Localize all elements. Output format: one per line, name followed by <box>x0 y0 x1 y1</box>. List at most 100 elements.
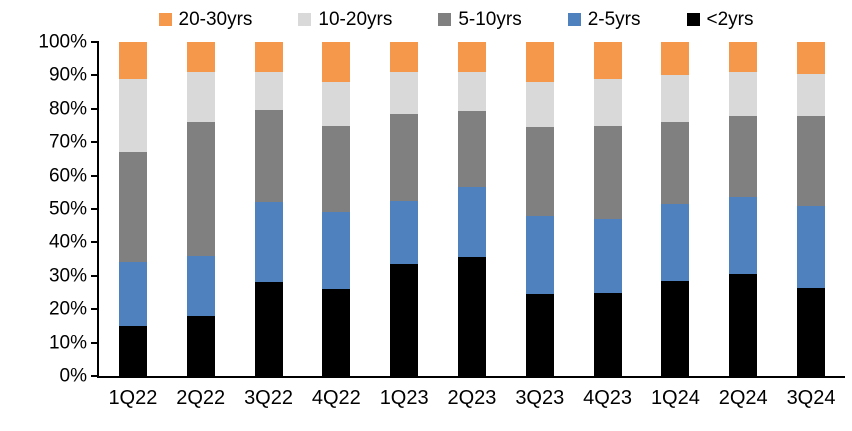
y-tick-30 <box>91 274 99 277</box>
bar-4q22 <box>322 42 351 376</box>
bar-segment-2-5yrs-2q24 <box>729 197 758 275</box>
y-tick-label-30: 30% <box>48 265 87 287</box>
bar-column-1q24 <box>642 42 710 376</box>
bar-2q24 <box>729 42 758 376</box>
y-tick-100 <box>91 41 99 43</box>
bar-segment-2yrs-2q22 <box>186 315 215 376</box>
legend-swatch-10-20yrs <box>298 12 312 26</box>
y-tick-label-80: 80% <box>48 98 87 120</box>
legend-swatch-2-5yrs <box>567 12 581 26</box>
bar-segment-2yrs-2q23 <box>457 257 486 376</box>
bar-segment-2-5yrs-1q24 <box>661 204 690 281</box>
bar-segment-20-30yrs-2q23 <box>457 42 486 73</box>
y-tick-label-40: 40% <box>48 231 87 253</box>
y-tick-label-0: 0% <box>59 365 87 387</box>
x-label-1q22: 1Q22 <box>108 387 158 409</box>
bar-3q22 <box>254 42 283 376</box>
y-tick-20 <box>91 308 99 311</box>
bar-segment-2yrs-3q23 <box>525 294 554 376</box>
y-tick-70 <box>91 141 99 144</box>
bar-column-2q24 <box>709 42 777 376</box>
x-label-3q23: 3Q23 <box>515 387 565 409</box>
y-tick-50 <box>91 208 99 210</box>
bar-segment-10-20yrs-4q23 <box>593 78 622 126</box>
legend-item-2-5yrs: 2-5yrs <box>567 8 641 30</box>
legend-label-20-30yrs: 20-30yrs <box>178 8 253 30</box>
bar-column-2q22 <box>167 42 235 376</box>
bar-segment-2-5yrs-4q23 <box>593 219 622 293</box>
bar-segment-5-10yrs-4q23 <box>593 125 622 220</box>
y-tick-label-50: 50% <box>48 198 87 220</box>
bar-column-4q22 <box>302 42 370 376</box>
bar-3q23 <box>525 42 554 376</box>
legend-item-5-10yrs: 5-10yrs <box>438 8 522 30</box>
x-label-1q23: 1Q23 <box>379 387 429 409</box>
bar-segment-10-20yrs-2q24 <box>729 72 758 116</box>
bar-segment-2-5yrs-2q22 <box>186 255 215 316</box>
bar-segment-20-30yrs-3q23 <box>525 42 554 83</box>
legend-swatch-2yrs <box>686 12 700 26</box>
y-tick-40 <box>91 241 99 244</box>
bar-segment-20-30yrs-3q24 <box>797 42 826 74</box>
bar-column-1q22 <box>99 42 167 376</box>
bar-segment-10-20yrs-3q22 <box>254 72 283 111</box>
x-label-2q24: 2Q24 <box>718 387 768 409</box>
legend-label-5-10yrs: 5-10yrs <box>458 8 522 30</box>
bar-segment-5-10yrs-3q24 <box>797 115 826 206</box>
bar-segment-2yrs-1q23 <box>390 264 419 376</box>
bar-segment-20-30yrs-1q23 <box>390 42 419 73</box>
bar-segment-20-30yrs-1q24 <box>661 42 690 76</box>
bar-column-1q23 <box>370 42 438 376</box>
y-tick-80 <box>91 107 99 110</box>
legend-item-20-30yrs: 20-30yrs <box>158 8 253 30</box>
x-label-3q22: 3Q22 <box>244 387 293 409</box>
bar-1q24 <box>661 42 690 376</box>
bar-segment-5-10yrs-1q23 <box>390 113 419 201</box>
bar-segment-10-20yrs-1q23 <box>390 72 419 114</box>
y-tick-label-60: 60% <box>48 165 87 187</box>
bar-segment-2yrs-4q23 <box>593 292 622 376</box>
bar-segment-10-20yrs-2q23 <box>457 72 486 111</box>
bar-column-3q24 <box>777 42 845 376</box>
bar-segment-10-20yrs-3q24 <box>797 73 826 116</box>
bar-column-3q22 <box>235 42 303 376</box>
bar-segment-2-5yrs-3q23 <box>525 215 554 295</box>
x-label-1q24: 1Q24 <box>650 387 700 409</box>
legend-item-2yrs: <2yrs <box>686 10 754 29</box>
bar-segment-10-20yrs-3q23 <box>525 82 554 128</box>
y-tick-label-100: 100% <box>38 31 87 53</box>
x-label-4q22: 4Q22 <box>311 387 361 409</box>
bar-segment-2-5yrs-3q22 <box>254 202 283 283</box>
bar-segment-5-10yrs-2q22 <box>186 122 215 256</box>
bar-segment-10-20yrs-2q22 <box>186 72 215 123</box>
bar-segment-20-30yrs-4q23 <box>593 42 622 79</box>
bar-segment-2yrs-1q24 <box>661 280 690 376</box>
legend-label-10-20yrs: 10-20yrs <box>318 8 393 30</box>
legend-swatch-20-30yrs <box>158 12 172 26</box>
bar-segment-2-5yrs-1q22 <box>118 262 147 326</box>
bar-segment-2-5yrs-4q22 <box>322 212 351 290</box>
bar-3q24 <box>797 42 826 376</box>
legend-label-2-5yrs: 2-5yrs <box>587 8 641 30</box>
bar-segment-2yrs-4q22 <box>322 289 351 376</box>
x-label-2q22: 2Q22 <box>176 387 226 409</box>
bars-layer <box>99 42 845 376</box>
bar-column-3q23 <box>506 42 574 376</box>
y-tick-label-20: 20% <box>48 298 87 320</box>
x-label-3q24: 3Q24 <box>786 387 836 409</box>
bar-segment-10-20yrs-4q22 <box>322 82 351 126</box>
bar-segment-2-5yrs-3q24 <box>797 205 826 288</box>
bar-segment-2-5yrs-2q23 <box>457 187 486 258</box>
bar-1q22 <box>118 42 147 376</box>
y-tick-0 <box>91 375 99 377</box>
bar-segment-10-20yrs-1q24 <box>661 75 690 123</box>
bar-segment-5-10yrs-4q22 <box>322 125 351 213</box>
bar-segment-5-10yrs-2q24 <box>729 115 758 198</box>
y-tick-label-10: 10% <box>48 332 87 354</box>
y-tick-10 <box>91 341 99 344</box>
bar-column-4q23 <box>574 42 642 376</box>
plot-area: 1Q22 2Q22 3Q22 4Q22 1Q23 2Q23 3Q23 4Q23 1Q24 2Q24… <box>38 33 845 408</box>
bar-2q22 <box>186 42 215 376</box>
bar-segment-5-10yrs-2q23 <box>457 110 486 188</box>
bar-segment-20-30yrs-1q22 <box>118 42 147 79</box>
